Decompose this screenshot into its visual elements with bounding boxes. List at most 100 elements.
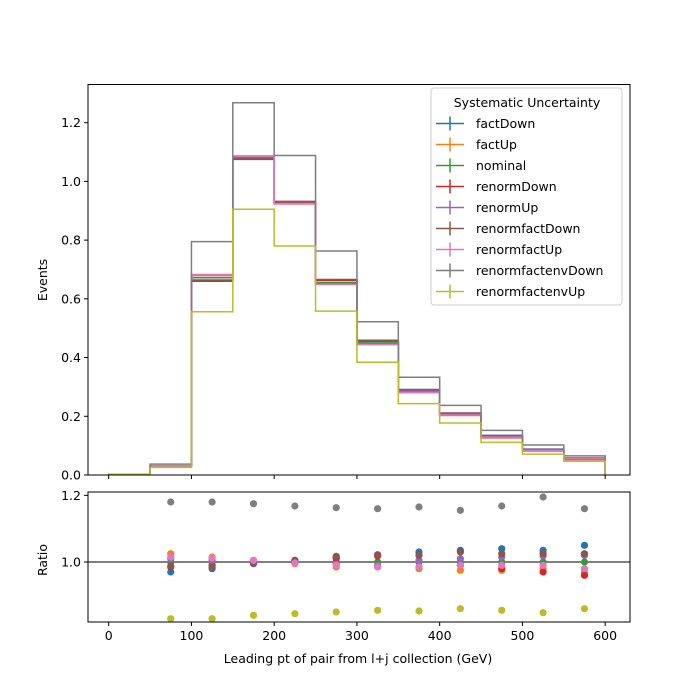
legend: Systematic Uncertainty factDown factUp nom… — [430, 87, 623, 306]
ratio-point — [498, 502, 506, 510]
legend-entry-factUp: factUp — [436, 137, 517, 152]
ratio-series-renormfactenvDown — [167, 493, 589, 514]
ratio-point — [332, 608, 340, 616]
legend-label: nominal — [476, 158, 526, 173]
ratio-point — [415, 503, 423, 511]
main-y-tick-label: 1.2 — [61, 115, 81, 130]
main-y-axis-label: Events — [35, 259, 50, 301]
ratio-point — [415, 563, 423, 571]
ratio-y-tick-label: 1.2 — [61, 488, 81, 503]
ratio-point — [580, 541, 589, 549]
legend-label: renormDown — [476, 179, 557, 194]
ratio-series-renormfactUp — [167, 553, 589, 573]
ratio-point — [167, 615, 175, 623]
legend-entry-factDown: factDown — [436, 116, 535, 131]
ratio-point — [415, 607, 423, 615]
legend-entry-renormfactUp: renormfactUp — [436, 242, 562, 257]
ratio-point — [456, 566, 464, 574]
main-y-tick-label: 1.0 — [61, 174, 81, 189]
legend-label: renormfactenvDown — [476, 263, 603, 278]
ratio-point — [539, 609, 547, 617]
ratio-point — [456, 548, 464, 556]
ratio-point — [374, 505, 382, 513]
ratio-point — [291, 610, 299, 618]
hist-series-renormfactenvUp — [107, 208, 606, 476]
x-tick-label: 500 — [510, 628, 534, 643]
legend-entry-renormDown: renormDown — [436, 179, 557, 194]
x-tick-label: 600 — [593, 628, 617, 643]
ratio-y-tick-label: 1.0 — [61, 555, 81, 570]
legend-label: renormfactUp — [476, 242, 562, 257]
main-y-tick-label: 0.6 — [61, 291, 81, 306]
main-plot-frame — [87, 84, 631, 476]
ratio-point — [249, 556, 258, 564]
ratio-point — [580, 565, 589, 573]
main-y-tick-label: 0.2 — [61, 409, 81, 424]
legend-entry-renormfactDown: renormfactDown — [436, 221, 580, 236]
ratio-point — [167, 498, 175, 506]
ratio-point — [456, 605, 464, 613]
ratio-point — [167, 562, 175, 570]
ratio-plot-frame — [87, 491, 631, 623]
legend-entry-renormUp: renormUp — [436, 200, 538, 215]
ratio-point — [374, 606, 382, 614]
ratio-point — [291, 559, 299, 567]
main-y-tick-label: 0.8 — [61, 233, 81, 248]
ratio-point — [208, 498, 216, 506]
ratio-point — [167, 553, 175, 561]
ratio-point — [498, 545, 506, 553]
x-tick-label: 300 — [345, 628, 369, 643]
ratio-point — [498, 550, 506, 558]
ratio-point — [539, 561, 547, 569]
ratio-point — [332, 552, 340, 560]
legend-label: renormUp — [476, 200, 538, 215]
ratio-point — [415, 556, 423, 564]
x-tick-label: 200 — [262, 628, 286, 643]
x-tick-label: 100 — [180, 628, 204, 643]
ratio-point — [167, 568, 175, 576]
ratio-point — [580, 558, 589, 566]
ratio-y-axis-label: Ratio — [35, 544, 50, 576]
ratio-point — [539, 493, 547, 501]
ratio-point — [456, 555, 464, 563]
ratio-series-renormfactenvUp — [167, 605, 589, 623]
ratio-point — [456, 561, 464, 569]
ratio-point — [498, 561, 506, 569]
ratio-point — [332, 504, 340, 512]
legend-entry-nominal: nominal — [436, 158, 526, 173]
legend-entry-renormfactenvUp: renormfactenvUp — [436, 284, 585, 299]
ratio-point — [580, 571, 589, 579]
ratio-point — [374, 551, 382, 559]
ratio-point — [208, 563, 216, 571]
ratio-point — [498, 606, 506, 614]
ratio-point — [539, 568, 547, 576]
ratio-plot: 0 100 200 300 400 500 600 1.0 1.2 Ratio Leading… — [35, 488, 631, 666]
legend-box — [430, 87, 623, 306]
ratio-point — [208, 615, 216, 623]
ratio-point — [291, 502, 299, 510]
ratio-point — [374, 563, 382, 571]
legend-label: renormfactenvUp — [476, 284, 585, 299]
legend-title: Systematic Uncertainty — [454, 95, 601, 110]
ratio-point — [332, 561, 340, 569]
legend-entry-renormfactenvDown: renormfactenvDown — [436, 263, 603, 278]
ratio-point — [415, 551, 423, 559]
ratio-point — [580, 605, 589, 613]
ratio-point — [249, 500, 258, 508]
x-axis-label: Leading pt of pair from l+j collection (… — [224, 651, 492, 666]
legend-label: renormfactDown — [476, 221, 580, 236]
x-tick-label: 0 — [105, 628, 113, 643]
main-y-tick-label: 0.0 — [61, 468, 81, 483]
legend-label: factUp — [476, 137, 517, 152]
ratio-point — [580, 550, 589, 558]
main-plot: 0.0 0.2 0.4 0.6 0.8 1.0 1.2 Events — [35, 84, 631, 483]
ratio-point — [539, 550, 547, 558]
ratio-point — [580, 505, 589, 513]
ratio-point — [249, 611, 258, 619]
ratio-point — [208, 554, 216, 562]
x-tick-label: 400 — [428, 628, 452, 643]
ratio-point — [456, 506, 464, 514]
main-y-tick-label: 0.4 — [61, 350, 81, 365]
legend-label: factDown — [476, 116, 535, 131]
